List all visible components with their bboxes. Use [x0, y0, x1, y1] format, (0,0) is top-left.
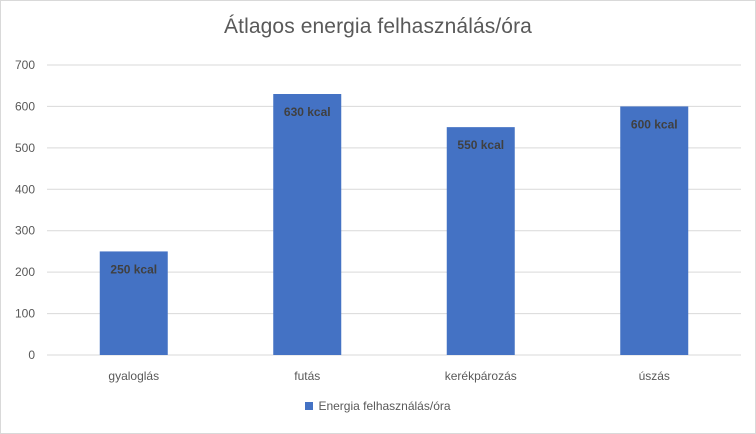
y-tick-label: 700 — [15, 58, 35, 72]
data-label: 550 kcal — [457, 138, 504, 152]
y-tick-label: 100 — [15, 307, 35, 321]
data-label: 250 kcal — [110, 262, 157, 276]
bar — [446, 127, 515, 356]
x-tick-label: futás — [294, 369, 320, 383]
y-tick-label: 500 — [15, 141, 35, 155]
x-tick-label: gyaloglás — [108, 369, 159, 383]
data-label: 630 kcal — [284, 105, 331, 119]
bar — [620, 106, 689, 355]
y-tick-label: 600 — [15, 99, 35, 113]
legend: Energia felhasználás/óra — [1, 399, 755, 413]
x-tick-label: kerékpározás — [445, 369, 517, 383]
legend-swatch — [305, 402, 314, 410]
y-tick-label: 400 — [15, 182, 35, 196]
y-tick-label: 0 — [28, 348, 35, 362]
data-label: 600 kcal — [631, 117, 678, 131]
bar — [273, 94, 342, 355]
bar — [99, 251, 168, 355]
y-tick-label: 300 — [15, 224, 35, 238]
y-tick-label: 200 — [15, 265, 35, 279]
x-tick-label: úszás — [639, 369, 670, 383]
legend-label: Energia felhasználás/óra — [318, 399, 451, 413]
chart-title: Átlagos energia felhasználás/óra — [224, 15, 532, 38]
